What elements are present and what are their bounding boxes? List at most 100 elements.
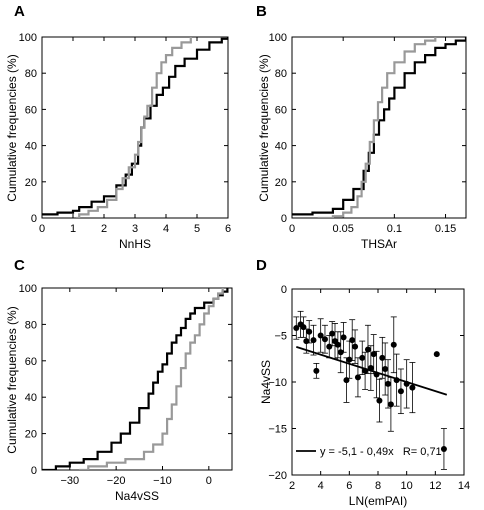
panel-a-x-tick-label: 5 — [194, 223, 200, 235]
panel-b-letter: B — [256, 3, 267, 20]
panel-d-legend-text: y = -5,1 - 0,49x R= 0,71 — [320, 446, 442, 458]
panel-a-y-axis-label: Cumulative frequencies (%) — [5, 54, 19, 201]
panel-d-data-point — [390, 341, 397, 348]
panel-d-y-tick-label: −10 — [268, 377, 287, 389]
panel-d-data-point — [306, 328, 313, 335]
panel-d-data-point — [352, 343, 359, 350]
panel-a-axes-box — [41, 36, 229, 219]
panel-a-x-tick-label: 1 — [70, 223, 76, 235]
panel-c-y-tick-label: 60 — [25, 356, 37, 368]
panel-b-series-gray-line — [317, 37, 437, 218]
panel-d-data-point — [310, 337, 317, 344]
panel-d-y-tick-label: −5 — [274, 331, 287, 343]
panel-d-y-tick-label: 0 — [281, 284, 287, 296]
panel-d-data-point — [313, 367, 320, 374]
panel-c-y-tick-label: 100 — [19, 283, 37, 295]
panel-a-y-tick-label: 80 — [25, 68, 37, 80]
panel-a-y-tick-label: 0 — [31, 213, 37, 225]
panel-a-x-axis-label: NnHS — [119, 237, 151, 251]
panel-d-data-point — [364, 346, 371, 353]
panel-d-data-point — [346, 356, 353, 363]
panel-c-letter: C — [14, 257, 25, 274]
panel-a-y-tick-label: 100 — [19, 32, 37, 44]
panel-c-x-tick-label: −20 — [107, 475, 126, 487]
panel-d-y-tick-label: −20 — [268, 470, 287, 482]
panel-d-data-point — [359, 354, 366, 361]
panel-d-data-point — [397, 388, 404, 395]
panel-d-data-point — [317, 332, 324, 339]
panel-b-y-tick-label: 0 — [281, 213, 287, 225]
panel-b-x-axis-label: THSAr — [361, 237, 397, 251]
panel-a-x-tick-label: 3 — [132, 223, 138, 235]
panel-d-x-tick-label: 10 — [401, 480, 413, 492]
panel-a-series-gray-line — [76, 37, 192, 218]
panel-d-x-tick-label: 8 — [375, 480, 381, 492]
panel-c-series-black-line — [42, 288, 229, 470]
panel-c-y-axis-label: Cumulative frequencies (%) — [5, 306, 19, 453]
panel-c-y-tick-label: 40 — [25, 392, 37, 404]
panel-d-data-point — [382, 365, 389, 372]
panel-b-y-tick-label: 80 — [275, 68, 287, 80]
panel-b-y-tick-label: 100 — [269, 32, 287, 44]
panel-d-data-point — [393, 377, 400, 384]
panel-b-x-tick-label: 0.05 — [332, 223, 353, 235]
panel-d-data-point — [354, 374, 361, 381]
panel-c-y-tick-label: 20 — [25, 429, 37, 441]
panel-c-series-gray-line — [79, 288, 224, 470]
panel-d-data-point — [349, 337, 356, 344]
panel-c-x-tick-label: 0 — [206, 475, 212, 487]
panel-d-data-point — [373, 371, 380, 378]
panel-d-data-point — [334, 341, 341, 348]
panel-a-letter: A — [14, 3, 25, 20]
panel-b-y-tick-label: 60 — [275, 104, 287, 116]
panel-c-x-axis-label: Na4vSS — [115, 489, 159, 503]
panel-c-y-tick-label: 80 — [25, 319, 37, 331]
panel-d-data-point — [409, 384, 416, 391]
panel-d-data-point — [403, 380, 410, 387]
panel-c-x-tick-label: −10 — [153, 475, 172, 487]
panel-d-letter: D — [256, 257, 267, 274]
panel-c-axes-box — [41, 287, 233, 471]
panel-d-x-tick-label: 4 — [318, 480, 324, 492]
panel-b-series-black-line — [292, 37, 466, 216]
panel-d-x-tick-label: 12 — [429, 480, 441, 492]
panel-b-axes-box — [291, 36, 467, 219]
panel-d-data-point — [367, 365, 374, 372]
panel-a-x-tick-label: 6 — [225, 223, 231, 235]
panel-d-x-tick-label: 2 — [289, 480, 295, 492]
panel-b-x-tick-label: 0 — [289, 223, 295, 235]
panel-d-x-axis-label: LN(emPAI) — [349, 494, 407, 508]
panel-a-x-tick-label: 4 — [163, 223, 169, 235]
panel-b-x-tick-label: 0.15 — [435, 223, 456, 235]
panel-c-y-tick-label: 0 — [31, 465, 37, 477]
panel-d-x-tick-label: 6 — [346, 480, 352, 492]
panel-b-y-axis-label: Cumulative frequencies (%) — [257, 54, 271, 201]
panel-b-x-tick-label: 0.1 — [387, 223, 402, 235]
panel-d-data-point — [321, 336, 328, 343]
panel-a-x-tick-label: 2 — [101, 223, 107, 235]
panel-b-y-tick-label: 20 — [275, 177, 287, 189]
panel-a-series-black-line — [42, 37, 228, 216]
panel-d-data-point — [293, 325, 300, 332]
panel-d-data-point — [329, 330, 336, 337]
panel-d-data-point — [433, 351, 440, 358]
panel-a-y-tick-label: 20 — [25, 177, 37, 189]
panel-d-data-point — [362, 367, 369, 374]
panel-d-y-axis-label: Na4vSS — [259, 360, 273, 404]
panel-d-data-point — [379, 354, 386, 361]
panel-d-y-tick-label: −15 — [268, 424, 287, 436]
panel-b-y-tick-label: 40 — [275, 141, 287, 153]
panel-d-data-point — [340, 334, 347, 341]
panel-d-data-point — [440, 445, 447, 452]
panel-a-x-tick-label: 0 — [39, 223, 45, 235]
panel-d-data-point — [385, 380, 392, 387]
panel-d-data-point — [376, 397, 383, 404]
panel-a-y-tick-label: 40 — [25, 141, 37, 153]
panel-c-x-tick-label: −30 — [60, 475, 79, 487]
panel-d-data-point — [370, 351, 377, 358]
panel-d-data-point — [387, 401, 394, 408]
panel-a-y-tick-label: 60 — [25, 104, 37, 116]
panel-d-x-tick-label: 14 — [458, 480, 470, 492]
panel-d-data-point — [326, 343, 333, 350]
